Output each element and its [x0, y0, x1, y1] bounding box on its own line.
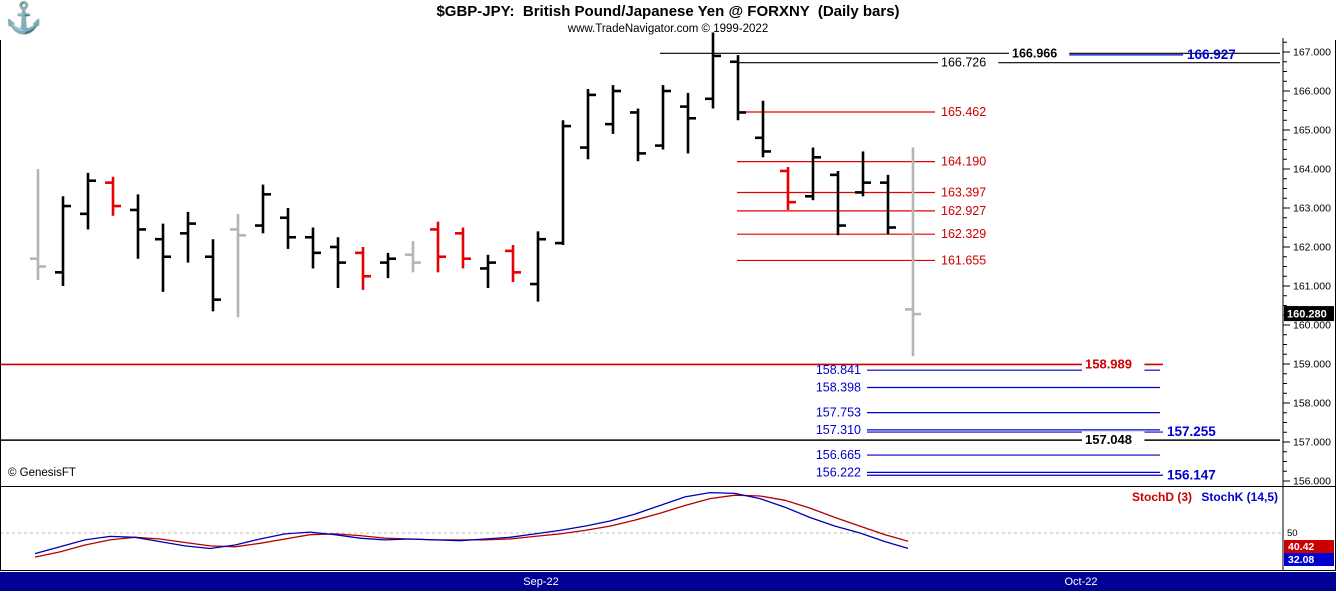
price-level-label: 162.329: [941, 227, 986, 241]
price-level-label: 156.222: [816, 465, 861, 479]
level-label-bg: [1082, 431, 1145, 448]
price-axis-label: 159.000: [1293, 359, 1331, 371]
price-level-label: 162.927: [941, 204, 986, 218]
last-price-text: 160.280: [1287, 309, 1327, 321]
price-axis-label: 157.000: [1293, 437, 1331, 449]
price-axis-label: 167.000: [1293, 47, 1331, 59]
price-level-label: 164.190: [941, 155, 986, 169]
stoch-readout-badge: [1284, 553, 1334, 566]
price-level-label: 156.147: [1167, 467, 1216, 482]
price-axis-label: 164.000: [1293, 164, 1331, 176]
price-level-label: 166.966: [1012, 46, 1057, 60]
date-axis-label: Oct-22: [1064, 576, 1097, 588]
last-price-badge: [1284, 306, 1334, 322]
price-axis-label: 165.000: [1293, 125, 1331, 137]
stoch-mid-label: 50: [1287, 528, 1298, 539]
chart-title: $GBP-JPY: British Pound/Japanese Yen @ F…: [436, 3, 900, 20]
price-axis-label: 166.000: [1293, 86, 1331, 98]
price-level-label: 166.726: [941, 56, 986, 70]
price-axis-label: 158.000: [1293, 398, 1331, 410]
price-axis-label: 163.000: [1293, 203, 1331, 215]
stoch-readout-badge: [1284, 540, 1334, 553]
price-axis-label: 156.000: [1293, 476, 1331, 488]
price-level-label: 163.397: [941, 186, 986, 200]
price-level-label: 166.927: [1187, 47, 1236, 62]
stoch-readout-value: 40.42: [1288, 541, 1314, 553]
anchor-logo-icon: ⚓: [5, 2, 43, 35]
price-level-label: 158.841: [816, 363, 861, 377]
genesisft-watermark: © GenesisFT: [8, 467, 76, 479]
stoch-d-legend: StochD (3): [1132, 490, 1192, 504]
price-level-label: 158.989: [1085, 356, 1132, 371]
price-level-label: 158.398: [816, 380, 861, 394]
stoch-k-legend: StochK (14,5): [1201, 490, 1278, 504]
stoch-k-line: [34, 491, 909, 555]
price-level-label: 157.310: [816, 423, 861, 437]
price-level-label: 156.665: [816, 448, 861, 462]
price-level-label: 165.462: [941, 105, 986, 119]
price-level-label: 157.255: [1167, 424, 1216, 439]
level-label-bg: [1009, 44, 1070, 61]
price-level-label: 157.048: [1085, 432, 1132, 447]
price-level-label: 161.655: [941, 253, 986, 267]
price-level-label: 157.753: [816, 406, 861, 420]
price-axis-label: 161.000: [1293, 281, 1331, 293]
level-label-bg: [938, 54, 999, 71]
chart-subtitle: www.TradeNavigator.com © 1999-2022: [567, 23, 769, 35]
stoch-readout-value: 32.08: [1288, 554, 1314, 566]
date-strip: [0, 572, 1336, 591]
date-axis-label: Sep-22: [523, 576, 558, 588]
price-axis-label: 160.000: [1293, 320, 1331, 332]
level-label-bg: [1082, 355, 1145, 372]
price-axis-label: 162.000: [1293, 242, 1331, 254]
